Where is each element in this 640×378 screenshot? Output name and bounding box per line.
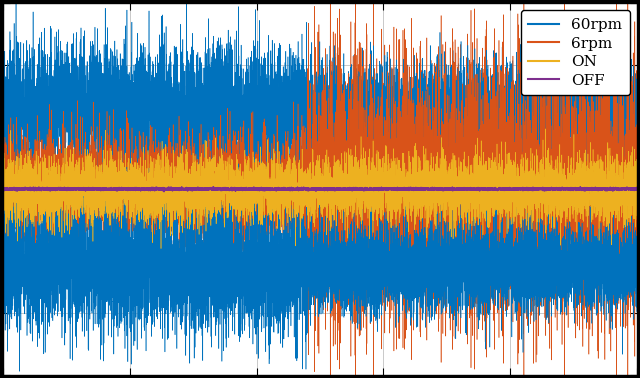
Legend: 60rpm, 6rpm, ON, OFF: 60rpm, 6rpm, ON, OFF (520, 11, 630, 95)
